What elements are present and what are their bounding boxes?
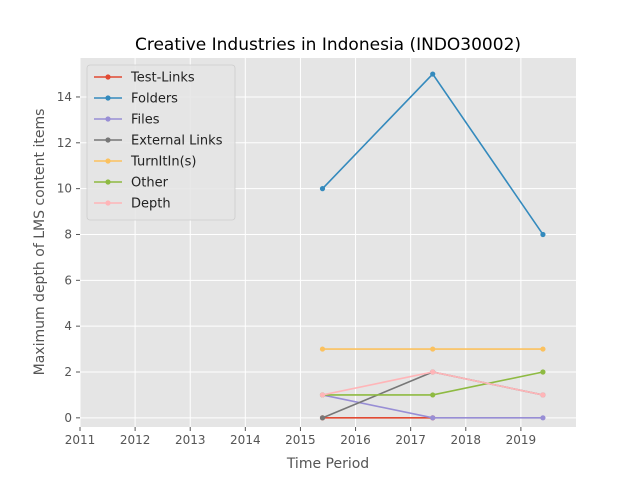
x-tick-label: 2019: [506, 433, 537, 447]
series-layer: [319, 71, 546, 421]
y-tick-label: 14: [57, 90, 72, 104]
x-tick-label: 2011: [65, 433, 96, 447]
series-depth: [319, 369, 546, 398]
x-tick-label: 2014: [230, 433, 261, 447]
y-axis-ticks: 0 2 4 6 8 10 12 14: [57, 90, 80, 425]
legend: Test-Links Folders Files External Links Turn…: [86, 64, 236, 221]
x-axis-label: Time Period: [286, 456, 369, 472]
legend-label: External Links: [131, 134, 223, 149]
legend-entry: Files: [94, 113, 160, 128]
data-point: [430, 415, 436, 421]
legend-entry: Depth: [94, 197, 171, 212]
x-tick-label: 2012: [120, 433, 151, 447]
y-tick-label: 8: [64, 227, 72, 241]
legend-swatch-marker: [105, 158, 111, 164]
data-point: [319, 186, 326, 192]
grid-lines: [79, 58, 576, 427]
legend-label: Other: [131, 176, 169, 191]
legend-entry: TurnItIn(s): [94, 155, 196, 170]
y-tick-label: 6: [64, 273, 72, 287]
legend-swatch-marker: [105, 74, 111, 80]
y-tick-label: 4: [64, 319, 72, 333]
legend-label: TurnItIn(s): [130, 155, 196, 170]
x-tick-label: 2015: [285, 433, 316, 447]
data-point: [540, 231, 546, 238]
data-point: [319, 392, 326, 398]
x-tick-label: 2017: [395, 433, 426, 447]
legend-label: Test-Links: [130, 71, 195, 86]
y-tick-label: 10: [57, 182, 72, 196]
y-axis-label: Maximum depth of LMS content items: [32, 109, 48, 376]
x-tick-label: 2013: [175, 433, 206, 447]
series-folders: [319, 71, 546, 238]
legend-swatch-marker: [105, 200, 111, 206]
y-tick-label: 2: [64, 365, 72, 379]
data-point: [540, 392, 546, 398]
legend-label: Files: [131, 113, 160, 128]
series-turnitin-s-: [319, 346, 546, 352]
legend-box: [86, 64, 236, 221]
legend-entry: External Links: [94, 134, 223, 149]
data-point: [540, 346, 546, 352]
data-point: [319, 415, 326, 421]
legend-swatch-marker: [105, 179, 111, 185]
data-point: [430, 346, 436, 352]
legend-swatch-marker: [105, 116, 111, 122]
data-point: [430, 369, 436, 375]
legend-swatch-marker: [105, 137, 111, 143]
data-point: [430, 71, 436, 77]
legend-entry: Folders: [94, 92, 178, 107]
chart-title: Creative Industries in Indonesia (INDO30…: [135, 35, 521, 55]
legend-label: Depth: [131, 197, 171, 212]
y-tick-label: 0: [64, 411, 72, 425]
y-tick-label: 12: [57, 136, 72, 150]
data-point: [430, 392, 436, 398]
legend-entry: Other: [94, 176, 169, 191]
legend-swatch-marker: [105, 95, 111, 101]
legend-label: Folders: [131, 92, 178, 107]
data-point: [319, 346, 326, 352]
x-tick-label: 2018: [451, 433, 482, 447]
legend-entry: Test-Links: [94, 71, 195, 86]
data-point: [540, 415, 546, 421]
x-axis-ticks: 2011 2012 2013 2014 2015 2016 2017 2018 2019: [65, 427, 536, 447]
data-point: [540, 369, 546, 375]
x-tick-label: 2016: [340, 433, 371, 447]
